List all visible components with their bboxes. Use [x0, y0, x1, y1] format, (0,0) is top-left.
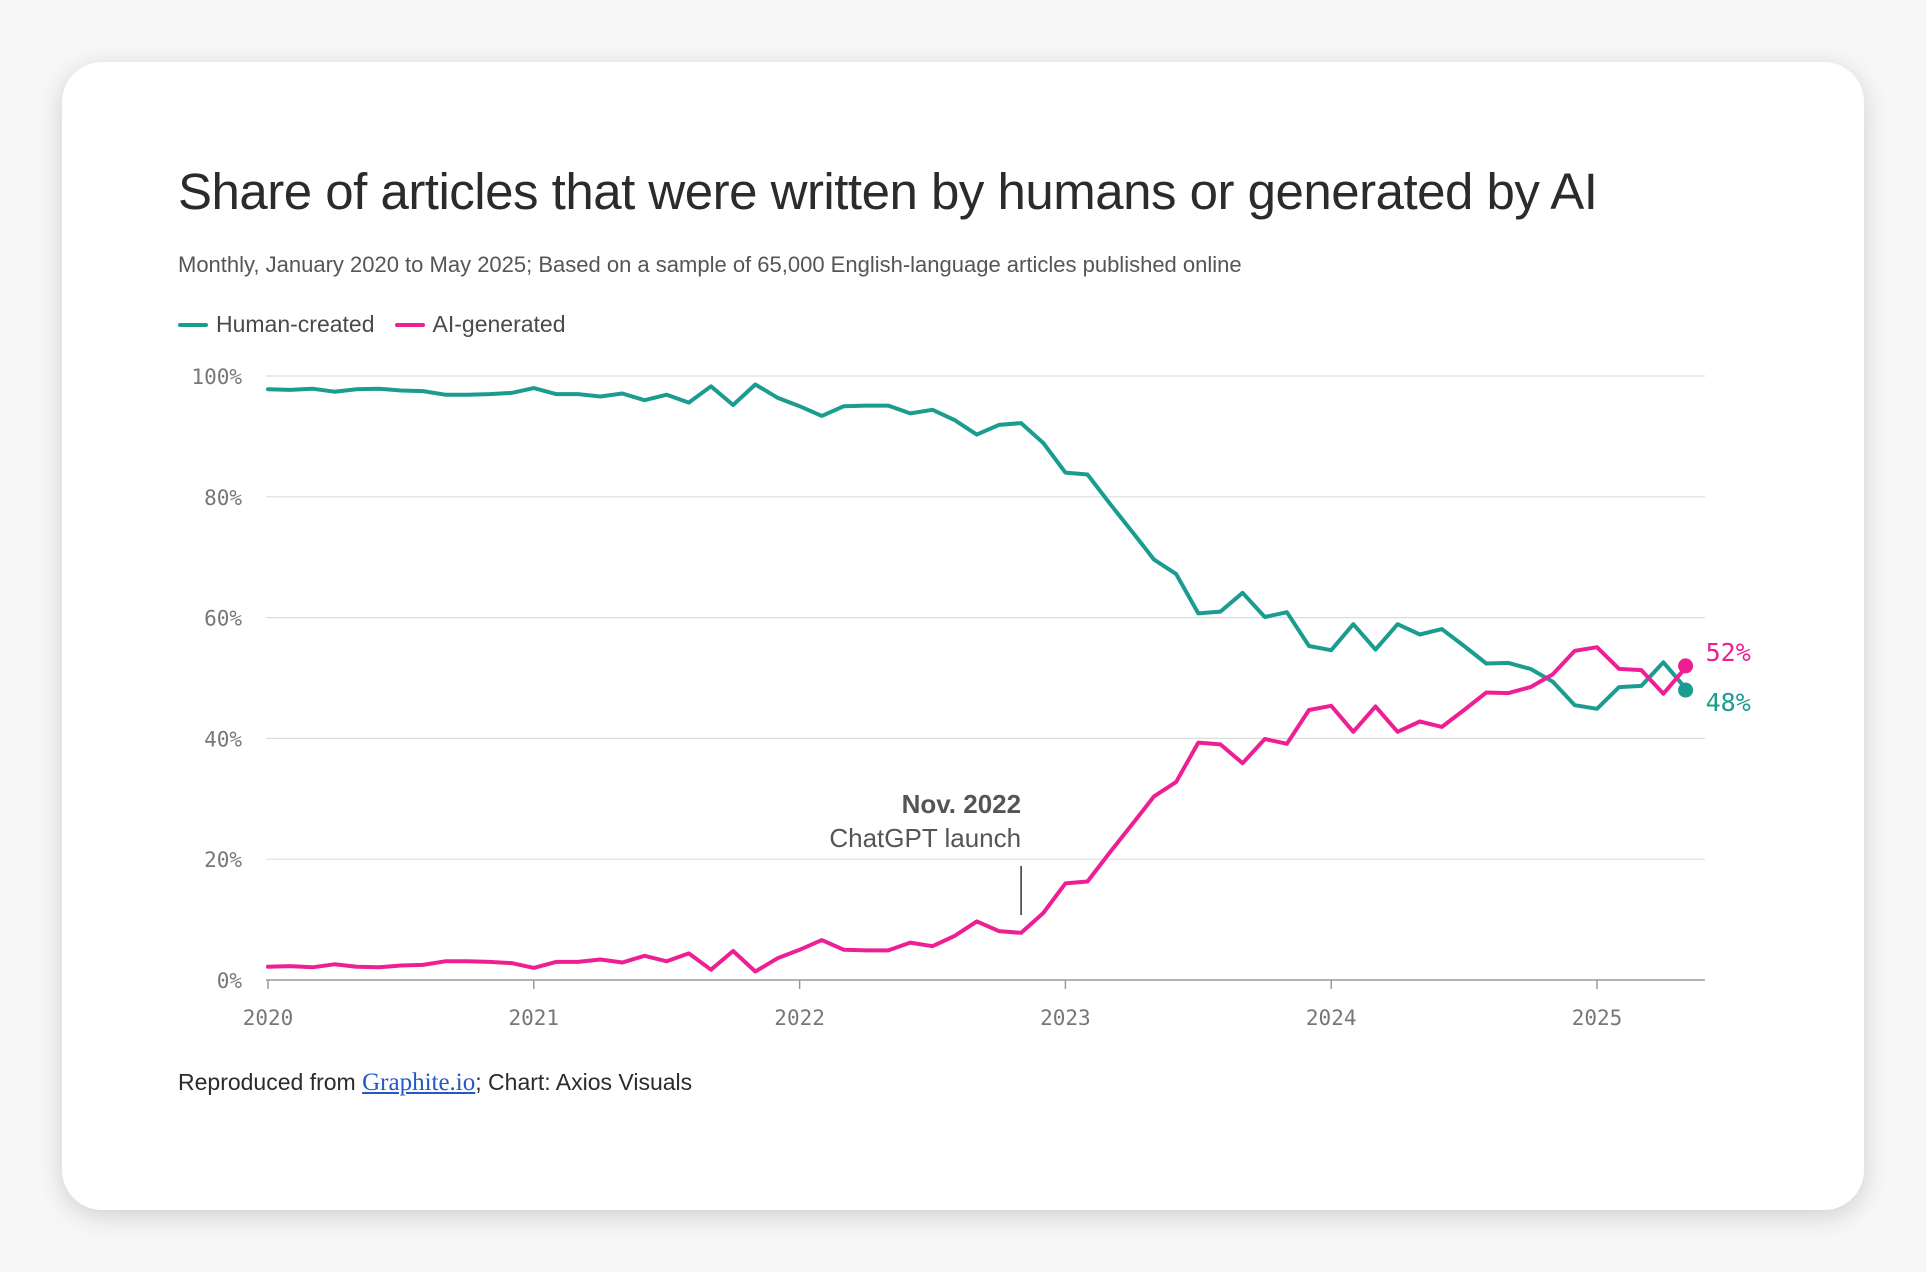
legend-label-human: Human-created	[216, 311, 375, 337]
y-tick-label: 100%	[191, 365, 242, 389]
x-tick-label: 2020	[243, 1006, 294, 1030]
legend-label-ai: AI-generated	[432, 311, 566, 337]
end-label-ai-generated: 52%	[1706, 638, 1751, 667]
legend-item-human: Human-created	[178, 311, 375, 338]
chart-card	[62, 62, 1864, 1210]
end-label-human-created: 48%	[1706, 688, 1751, 717]
x-tick-label: 2022	[774, 1006, 825, 1030]
series-line-ai-generated	[266, 645, 1688, 974]
annotation-title: Nov. 2022	[902, 789, 1021, 819]
x-tick-label: 2025	[1572, 1006, 1623, 1030]
series-line-human-created	[266, 382, 1688, 711]
annotation-label: ChatGPT launch	[829, 823, 1021, 853]
x-tick-label: 2024	[1306, 1006, 1357, 1030]
legend-swatch-ai	[394, 322, 425, 327]
end-point-human-created	[1678, 682, 1694, 698]
chart-legend: Human-created AI-generated	[178, 311, 586, 338]
source-note: Reproduced from Graphite.io; Chart: Axio…	[178, 1069, 692, 1097]
end-point-ai-generated	[1678, 658, 1694, 674]
y-tick-label: 20%	[204, 848, 242, 872]
chart-title: Share of articles that were written by h…	[178, 163, 1598, 220]
legend-item-ai: AI-generated	[394, 311, 566, 338]
y-tick-label: 40%	[204, 727, 242, 751]
x-tick-label: 2023	[1040, 1006, 1091, 1030]
legend-swatch-human	[178, 322, 208, 327]
y-tick-label: 80%	[204, 486, 242, 510]
y-tick-label: 0%	[217, 969, 243, 993]
y-tick-label: 60%	[204, 607, 242, 631]
source-prefix: Reproduced from	[178, 1069, 363, 1095]
source-link[interactable]: Graphite.io	[362, 1069, 476, 1096]
chart-subtitle: Monthly, January 2020 to May 2025; Based…	[178, 252, 1242, 277]
x-tick-label: 2021	[509, 1006, 560, 1030]
source-suffix: ; Chart: Axios Visuals	[475, 1069, 693, 1095]
